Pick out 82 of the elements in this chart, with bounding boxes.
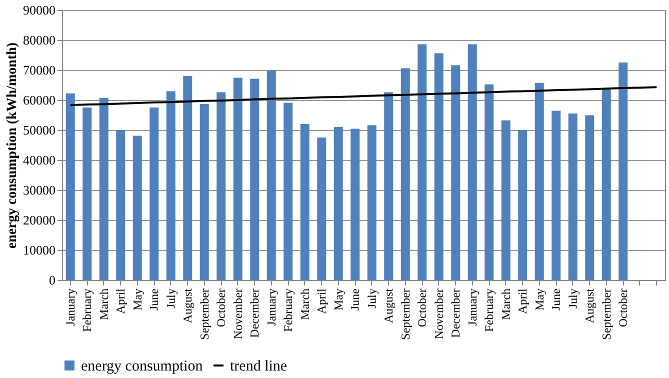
bar — [216, 92, 226, 280]
bar — [602, 89, 611, 280]
bar — [150, 108, 159, 280]
bar — [82, 108, 92, 280]
bar — [284, 102, 293, 280]
y-tick-label: 20000 — [23, 212, 56, 228]
x-tick-label: February — [482, 288, 496, 332]
y-tick-label: 0 — [49, 272, 56, 288]
x-tick-label: December — [248, 288, 262, 338]
y-tick-label: 90000 — [23, 2, 56, 18]
bar — [132, 136, 142, 280]
x-tick-label: August — [180, 288, 195, 324]
x-tick-label: January — [465, 288, 480, 326]
x-tick-label: December — [448, 288, 463, 338]
x-tick-label: October — [616, 288, 630, 328]
line-series — [69, 86, 658, 106]
y-tick-label: 40000 — [23, 152, 56, 168]
y-tick-label: 30000 — [23, 182, 56, 198]
bar — [484, 84, 494, 280]
bar — [233, 78, 242, 280]
x-tick-label: January — [264, 288, 278, 326]
x-tick-label: May — [532, 288, 546, 310]
bar — [534, 82, 544, 280]
x-tick-label: June — [348, 288, 362, 310]
x-tick-label: April — [516, 288, 530, 314]
bar — [300, 124, 310, 280]
bar — [501, 120, 510, 280]
x-tick-label: July — [364, 288, 379, 309]
x-tick-label: April — [314, 288, 329, 314]
x-tick-label: March — [498, 288, 513, 320]
y-tick-label: 10000 — [23, 242, 56, 258]
x-tick-label: September — [599, 288, 614, 340]
x-tick-label: August — [582, 288, 597, 324]
x-tick-label: May — [331, 288, 346, 310]
y-tick-label: 70000 — [23, 62, 56, 78]
y-tick-label: 50000 — [23, 122, 56, 138]
bar — [568, 114, 578, 280]
x-tick-label: July — [164, 288, 178, 309]
bar — [585, 115, 594, 280]
bar — [552, 110, 561, 280]
bar — [434, 53, 444, 280]
x-tick-label: June — [147, 288, 162, 310]
x-tick-label: April — [114, 288, 128, 314]
x-tick-label: September — [197, 288, 212, 340]
legend-label: energy consumption — [81, 358, 204, 374]
x-tick-label: July — [566, 288, 580, 309]
bar — [400, 68, 410, 280]
bar — [384, 92, 394, 280]
bar — [350, 128, 360, 280]
x-tick-label: October — [415, 288, 430, 328]
bar — [250, 78, 260, 280]
bar — [266, 70, 276, 280]
x-tick-label: November — [432, 288, 446, 340]
bar — [183, 76, 192, 280]
x-tick-label: March — [298, 288, 312, 320]
x-tick-label: January — [63, 288, 78, 326]
x-tick-label: February — [281, 288, 296, 332]
bar — [166, 91, 176, 280]
y-axis-title: energy consumption (kWh/month) — [5, 42, 20, 249]
bar — [518, 130, 528, 280]
legend-label: trend line — [230, 358, 288, 374]
x-tick-label: October — [214, 288, 228, 328]
x-tick-label: September — [398, 288, 412, 340]
bar — [618, 62, 628, 280]
bar — [468, 44, 477, 280]
bar — [451, 65, 460, 280]
x-tick-label: November — [230, 288, 245, 340]
y-tick-label: 60000 — [23, 92, 56, 108]
bar — [200, 104, 209, 280]
bar — [99, 98, 108, 280]
bar — [116, 130, 126, 280]
x-tick-label: June — [549, 288, 564, 310]
y-tick-label: 80000 — [23, 32, 56, 48]
x-tick-label: May — [130, 288, 144, 310]
bar — [334, 127, 343, 280]
x-tick-label: August — [382, 288, 396, 324]
x-tick-label: March — [96, 288, 111, 320]
bar — [367, 125, 376, 280]
bar — [66, 93, 75, 280]
bar — [418, 44, 427, 280]
bar — [317, 138, 326, 280]
x-tick-label: February — [80, 288, 94, 332]
